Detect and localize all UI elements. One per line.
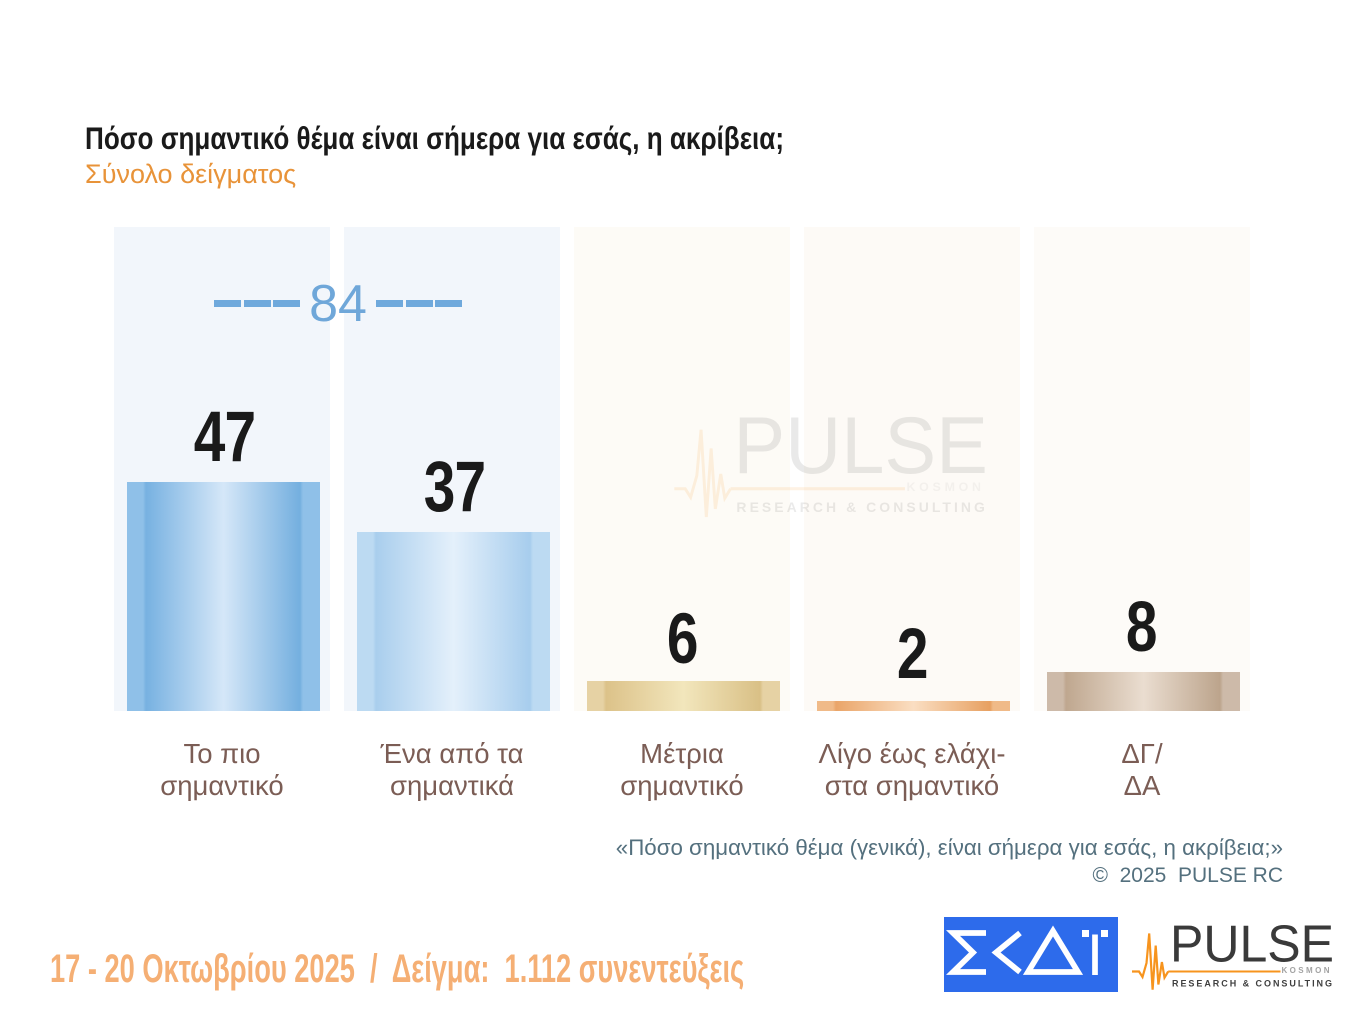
svg-text:PULSE: PULSE [1170, 916, 1334, 974]
svg-text:KOSMON: KOSMON [906, 480, 981, 494]
svg-text:RESEARCH & CONSULTING: RESEARCH & CONSULTING [1172, 979, 1332, 989]
svg-text:PULSE: PULSE [733, 401, 988, 491]
svg-text:RESEARCH & CONSULTING: RESEARCH & CONSULTING [736, 499, 984, 515]
svg-text:KOSMON: KOSMON [1282, 966, 1330, 975]
